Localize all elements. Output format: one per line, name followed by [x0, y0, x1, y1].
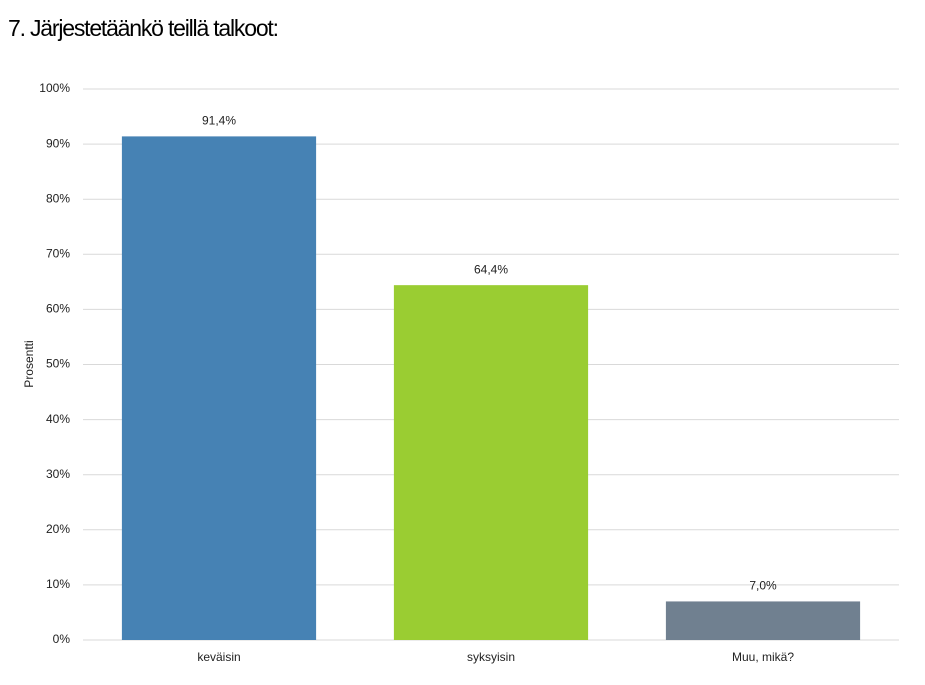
value-label: 91,4% — [202, 114, 236, 128]
value-label: 64,4% — [474, 262, 508, 276]
y-tick-label: 70% — [46, 246, 70, 260]
x-tick-label: syksyisin — [467, 650, 515, 664]
y-tick-label: 90% — [46, 136, 70, 150]
y-tick-label: 100% — [39, 81, 70, 95]
value-label: 7,0% — [749, 579, 777, 593]
bar — [393, 285, 589, 640]
y-tick-label: 50% — [46, 357, 70, 371]
bar — [121, 136, 317, 641]
y-axis-label: Prosentti — [22, 340, 36, 387]
y-tick-label: 40% — [46, 412, 70, 426]
bar — [665, 601, 861, 640]
y-tick-label: 60% — [46, 302, 70, 316]
y-tick-label: 80% — [46, 191, 70, 205]
chart-title: 7. Järjestetäänkö teillä talkoot: — [8, 15, 278, 41]
y-tick-label: 10% — [46, 577, 70, 591]
x-tick-label: keväisin — [197, 650, 240, 664]
y-tick-label: 20% — [46, 522, 70, 536]
y-tick-label: 30% — [46, 467, 70, 481]
y-tick-label: 0% — [53, 632, 71, 646]
x-tick-label: Muu, mikä? — [732, 650, 794, 664]
